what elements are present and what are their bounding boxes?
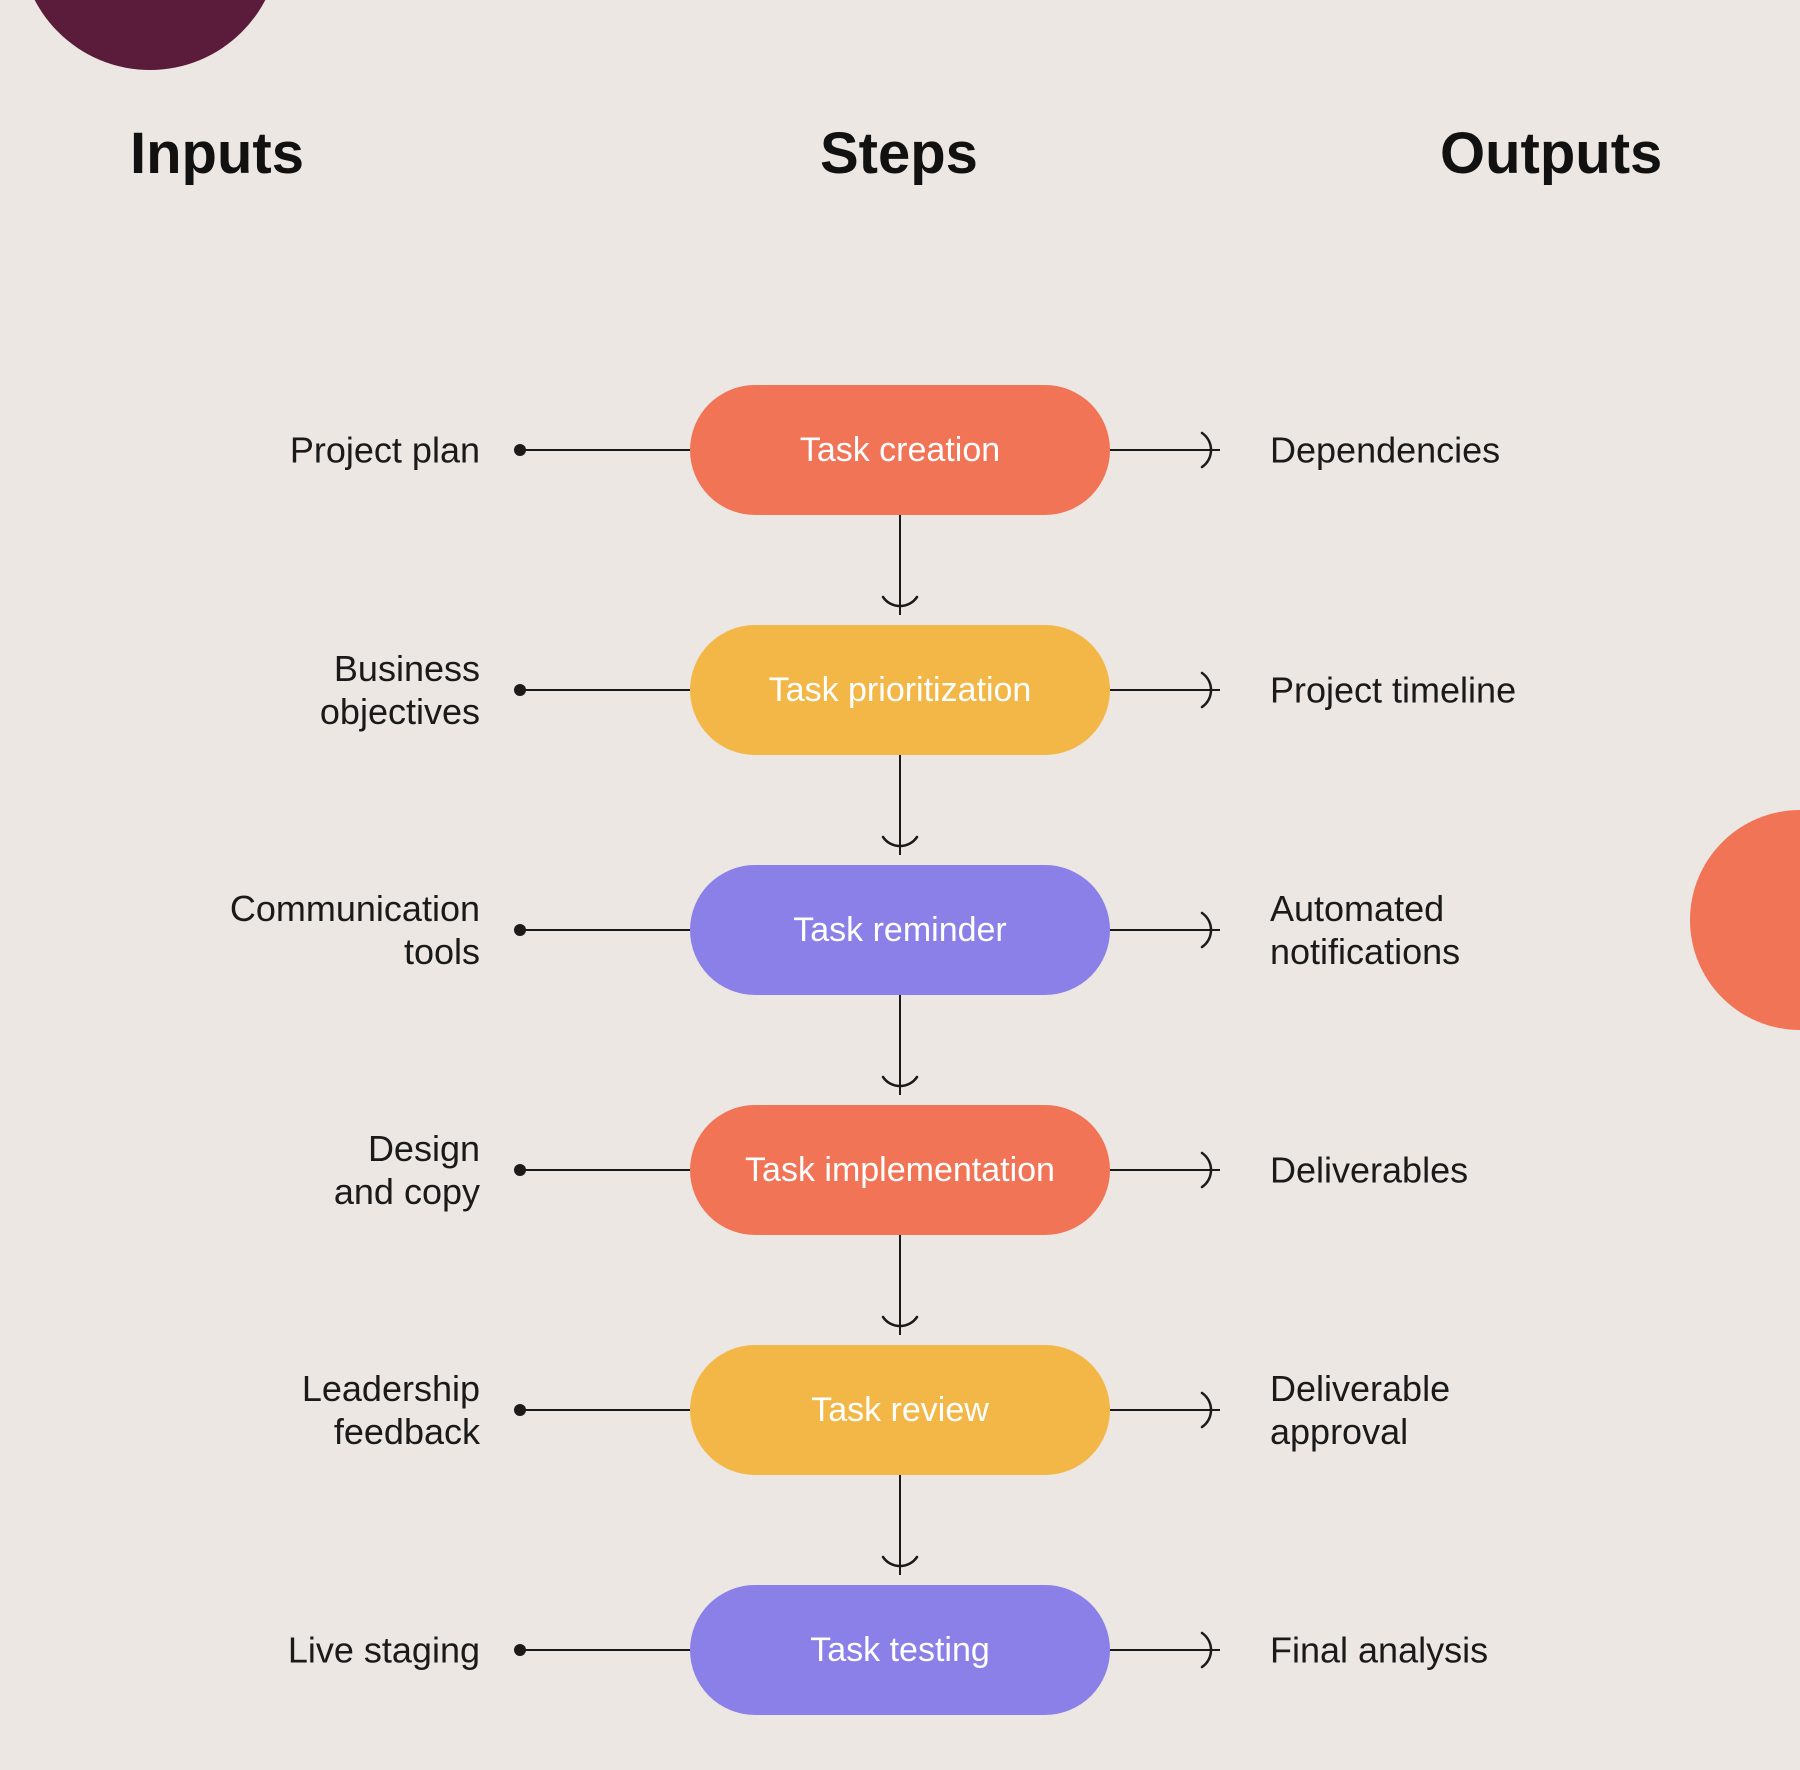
output-label: Dependencies [1270,428,1500,471]
connector-input [520,1409,690,1411]
connector-input [520,1649,690,1651]
header-outputs: Outputs [1440,120,1662,187]
output-label: Deliverables [1270,1148,1468,1191]
flow-row: Design and copy Task implementation Delive… [0,1050,1800,1290]
flow-row: Live staging Task testing Final analysis [0,1530,1800,1770]
connector-output [1110,1409,1220,1411]
deco-plum-circle [20,0,280,70]
input-label: Leadership feedback [302,1367,480,1453]
connector-input [520,1169,690,1171]
flow-row: Project plan Task creation Dependencies [0,330,1800,570]
input-label: Live staging [288,1628,480,1671]
output-label: Automated notifications [1270,887,1460,973]
flow-rows: Project plan Task creation Dependencies Bus… [0,330,1800,1770]
step-label: Task creation [800,431,1000,470]
connector-input [520,689,690,691]
output-label: Deliverable approval [1270,1367,1450,1453]
connector-output [1110,1169,1220,1171]
input-label: Business objectives [320,647,480,733]
step-pill: Task reminder [690,865,1110,995]
connector-output [1110,1649,1220,1651]
input-label: Project plan [290,428,480,471]
step-label: Task reminder [793,911,1007,950]
connector-output [1110,449,1220,451]
step-pill: Task implementation [690,1105,1110,1235]
step-pill: Task review [690,1345,1110,1475]
output-label: Project timeline [1270,668,1516,711]
step-label: Task review [811,1391,989,1430]
input-label: Design and copy [334,1127,480,1213]
flow-row: Business objectives Task prioritization Pr… [0,570,1800,810]
connector-output [1110,929,1220,931]
output-label: Final analysis [1270,1628,1488,1671]
header-steps: Steps [820,120,978,187]
header-inputs: Inputs [130,120,304,187]
flow-row: Communication tools Task reminder Automate… [0,810,1800,1050]
step-pill: Task prioritization [690,625,1110,755]
connector-input [520,449,690,451]
step-label: Task prioritization [769,671,1032,710]
flow-row: Leadership feedback Task review Deliverabl… [0,1290,1800,1530]
step-label: Task testing [810,1631,990,1670]
step-pill: Task testing [690,1585,1110,1715]
connector-input [520,929,690,931]
step-pill: Task creation [690,385,1110,515]
connector-output [1110,689,1220,691]
step-label: Task implementation [745,1151,1055,1190]
input-label: Communication tools [230,887,480,973]
